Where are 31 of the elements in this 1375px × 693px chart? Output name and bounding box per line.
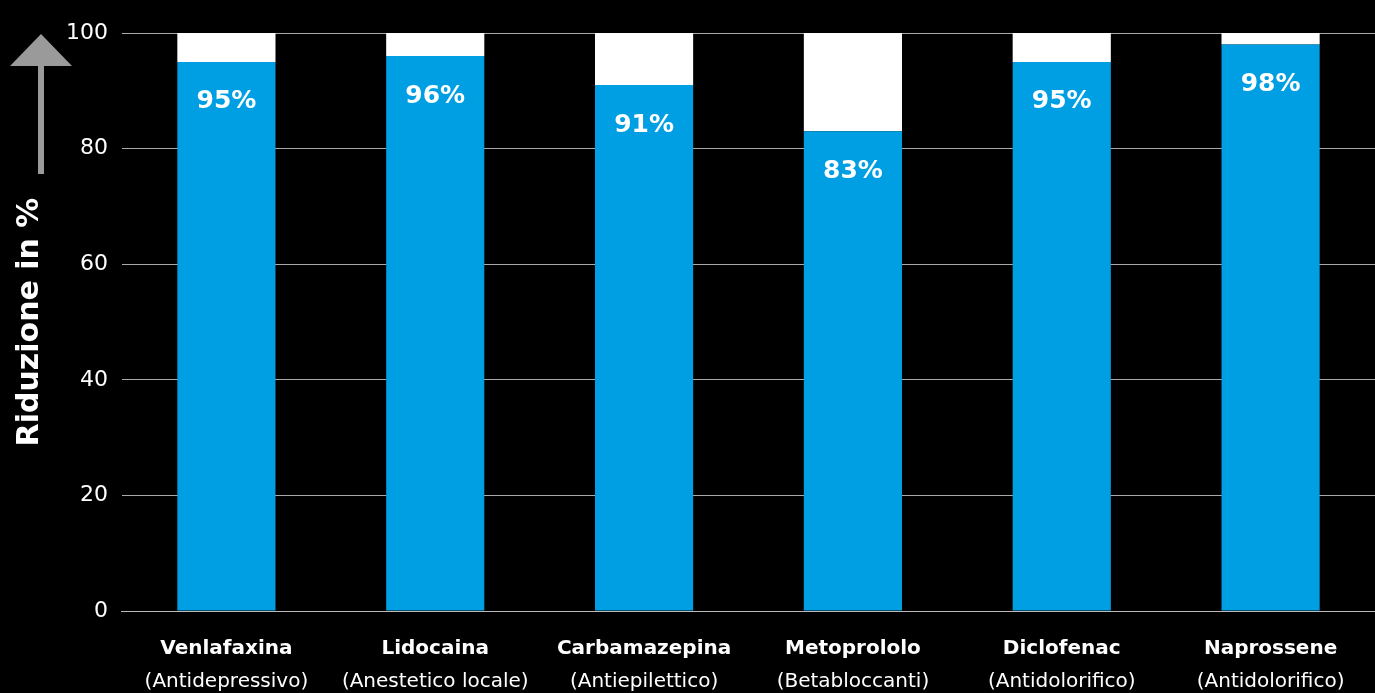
bar — [1221, 44, 1320, 611]
data-label: 91% — [614, 108, 674, 138]
y-axis-title: Riduzione in % — [9, 197, 45, 447]
data-label: 98% — [1240, 68, 1301, 98]
y-tick-label: 80 — [79, 134, 108, 160]
data-label: 96% — [405, 79, 466, 109]
bar — [803, 33, 902, 132]
bar — [386, 56, 485, 611]
data-label: 83% — [822, 154, 883, 184]
bar — [386, 33, 485, 57]
y-tick-label: 100 — [65, 18, 108, 44]
x-tick-label: Carbamazepina (Antiepilettico) — [556, 635, 732, 693]
bar — [177, 61, 276, 611]
bar — [1221, 33, 1320, 45]
y-tick-label: 0 — [93, 596, 108, 622]
data-label: 95% — [1031, 85, 1092, 115]
x-tick-label: Metoprololo (Betabloccanti) — [776, 635, 930, 693]
bar — [1012, 61, 1111, 611]
bar — [595, 33, 694, 86]
x-tick-label: Naprossene (Antidolorifico) — [1196, 635, 1345, 693]
y-tick-label: 40 — [79, 365, 108, 391]
data-label: 95% — [196, 85, 257, 115]
x-tick-label: Diclofenac (Antidolorifico) — [987, 635, 1136, 693]
y-tick-label: 60 — [79, 249, 108, 275]
x-tick-label: Lidocaina (Anestetico locale) — [341, 635, 529, 693]
y-tick-label: 20 — [79, 481, 108, 507]
x-tick-label: Venlafaxina (Antidepressivo) — [144, 635, 309, 693]
bar — [595, 85, 694, 611]
bar — [177, 33, 276, 62]
bar — [803, 131, 902, 611]
bar — [1012, 33, 1111, 62]
